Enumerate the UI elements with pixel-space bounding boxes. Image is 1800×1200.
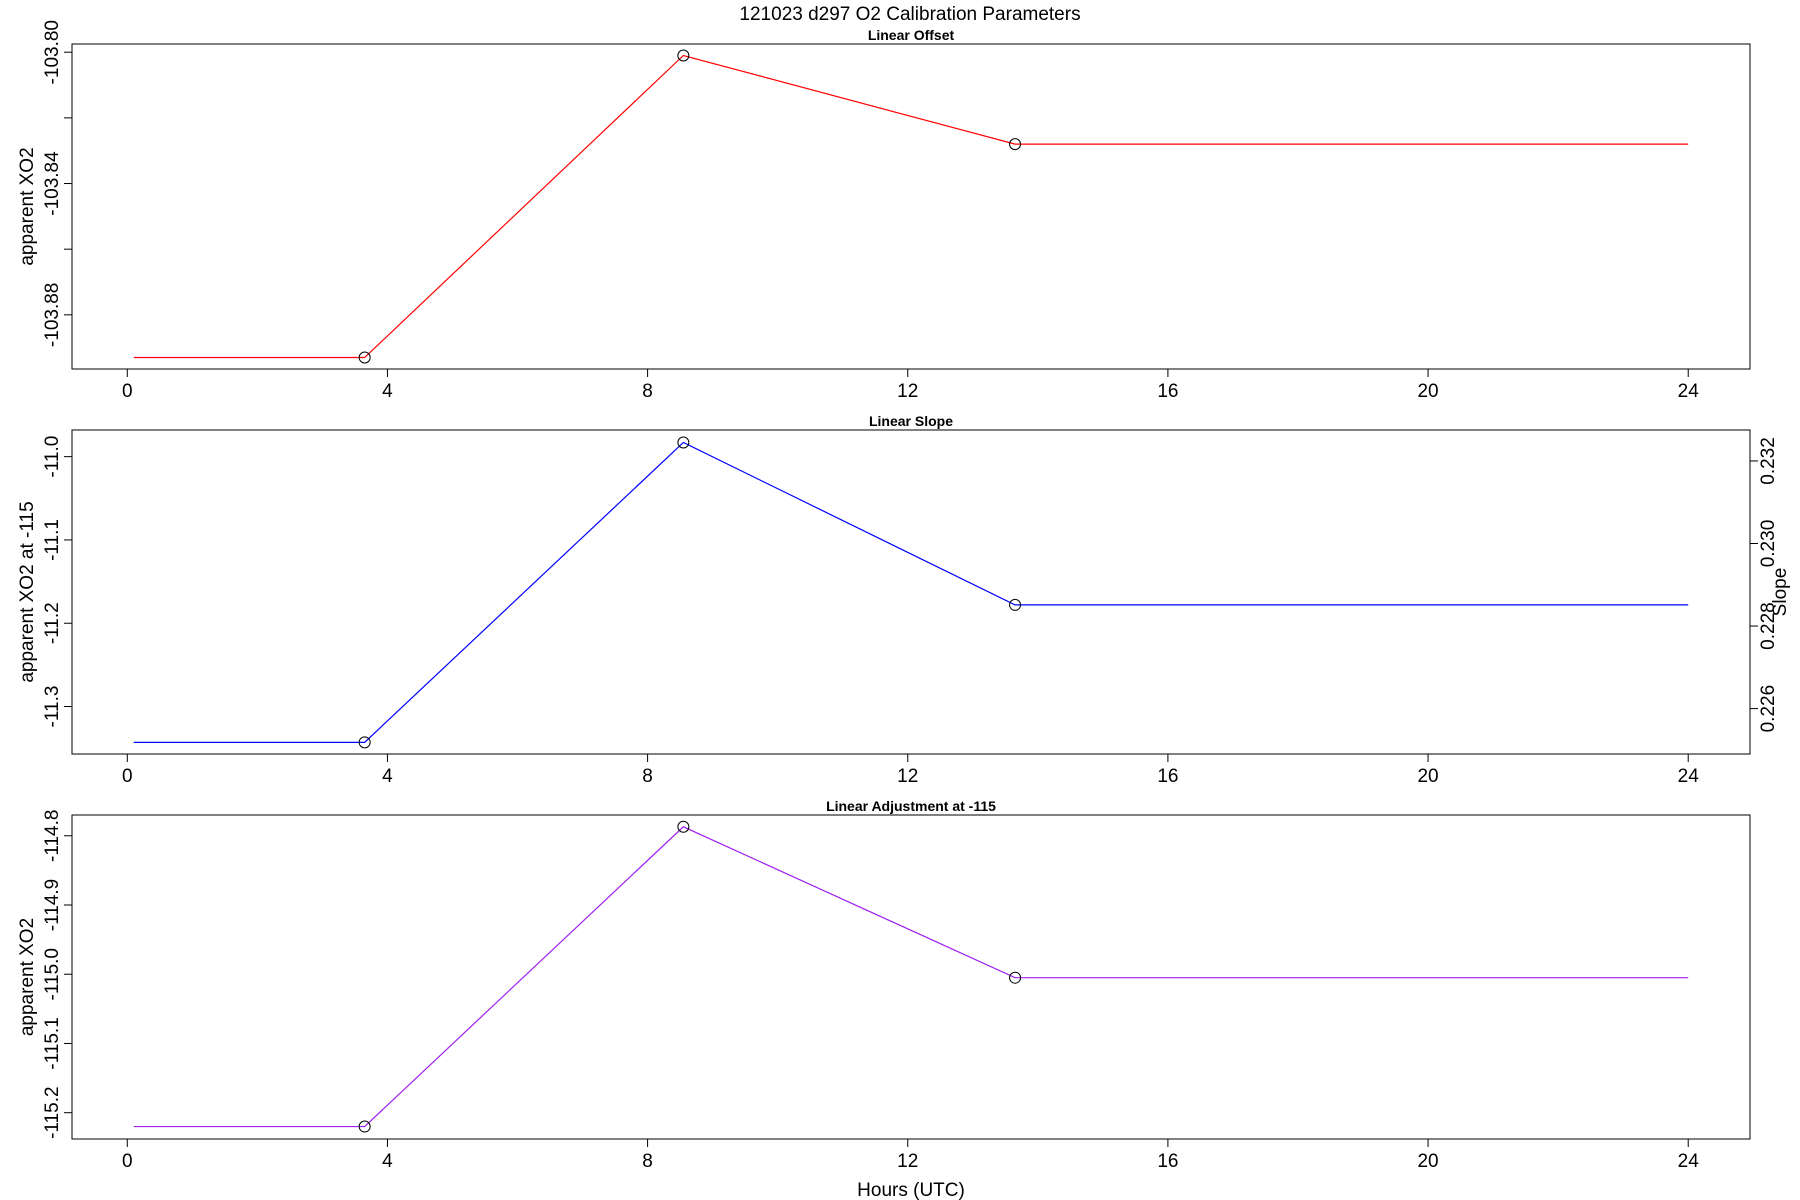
y-tick-label: -11.1 (42, 519, 63, 561)
x-tick-label: 8 (642, 381, 653, 402)
data-point (358, 1120, 371, 1133)
y-tick-label: -114.8 (42, 810, 63, 862)
y-axis-label: apparent XO2 (17, 918, 38, 1036)
data-point (1009, 138, 1022, 151)
y-tick-label: -115.1 (42, 1017, 63, 1069)
series-line (133, 54, 1689, 359)
x-tick-label: 12 (897, 766, 918, 787)
series-line (133, 441, 1689, 743)
data-point (358, 736, 371, 749)
series-line (133, 826, 1689, 1128)
panel-title: Linear Adjustment at -115 (826, 798, 996, 814)
x-tick-label: 16 (1157, 1151, 1178, 1172)
x-tick-label: 8 (642, 766, 653, 787)
y-tick-label: -103.84 (42, 151, 63, 216)
x-tick-label: 0 (122, 381, 133, 402)
y-tick-label: -115.2 (42, 1086, 63, 1138)
chart-panel-2: Linear Slope 0 4 8 12 16 20 24 -11.0 -11.1 -11.2 -1… (17, 413, 1791, 787)
y2-tick-label: 0.228 (1758, 602, 1779, 650)
x-tick-label: 4 (382, 1151, 393, 1172)
data-point (677, 820, 690, 833)
data-point (677, 436, 690, 449)
x-tick-label: 8 (642, 1151, 653, 1172)
y-tick-label: -114.9 (42, 879, 63, 931)
panel-title: Linear Slope (869, 413, 953, 429)
x-tick-label: 16 (1157, 381, 1178, 402)
y-tick-label: -103.88 (42, 283, 63, 347)
x-tick-label: 0 (122, 1151, 133, 1172)
figure-title: 121023 d297 O2 Calibration Parameters (739, 4, 1080, 25)
x-axis-label: Hours (UTC) (857, 1180, 965, 1200)
panel-title: Linear Offset (868, 27, 955, 43)
y-tick-label: -103.80 (42, 20, 63, 84)
x-tick-label: 24 (1678, 1151, 1700, 1172)
y-axis-label: apparent XO2 (17, 147, 38, 265)
chart-panels: Linear Offset 0 4 8 12 16 20 24 -103.80 -103.84 -1… (17, 20, 1791, 1200)
y-tick-label: -115.0 (42, 948, 63, 1000)
data-point (677, 49, 690, 62)
x-tick-label: 4 (382, 766, 393, 787)
y2-tick-label: 0.226 (1758, 685, 1779, 733)
x-tick-label: 12 (897, 1151, 918, 1172)
x-tick-label: 24 (1678, 381, 1700, 402)
plot-frame (71, 429, 1751, 755)
x-tick-label: 20 (1417, 1151, 1438, 1172)
chart-panel-3: Linear Adjustment at -115 0 4 8 12 16 20 24 -114… (17, 798, 1751, 1200)
plot-frame (71, 43, 1751, 370)
y-tick-label: -11.2 (42, 602, 63, 644)
data-point (358, 351, 371, 364)
chart-panel-1: Linear Offset 0 4 8 12 16 20 24 -103.80 -103.84 -1… (17, 20, 1751, 402)
x-tick-label: 16 (1157, 766, 1178, 787)
x-tick-label: 24 (1678, 766, 1700, 787)
y2-axis-label: Slope (1770, 568, 1791, 617)
x-tick-label: 20 (1417, 766, 1438, 787)
y2-tick-label: 0.232 (1758, 437, 1779, 485)
data-point (1009, 598, 1022, 611)
plot-frame (71, 814, 1751, 1140)
x-tick-label: 4 (382, 381, 393, 402)
y2-tick-label: 0.230 (1758, 520, 1779, 568)
x-tick-label: 20 (1417, 381, 1438, 402)
y-tick-label: -11.3 (42, 686, 63, 728)
y-axis-label: apparent XO2 at -115 (17, 501, 38, 682)
y-tick-label: -11.0 (42, 436, 63, 478)
x-tick-label: 12 (897, 381, 918, 402)
data-point (1009, 971, 1022, 984)
x-tick-label: 0 (122, 766, 133, 787)
